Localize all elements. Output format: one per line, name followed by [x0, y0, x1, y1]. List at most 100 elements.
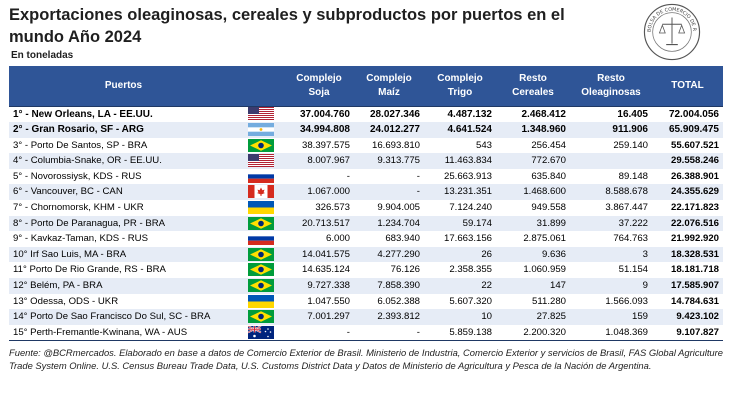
- trigo-cell: 2.358.355: [424, 262, 496, 279]
- maiz-cell: -: [354, 168, 424, 185]
- col-header-trigo: Complejo Trigo: [424, 66, 496, 106]
- resto-cereales-cell: 31.899: [496, 215, 570, 232]
- resto-oleaginosas-cell: 16.405: [570, 105, 652, 123]
- source-note: Fuente: @BCRmercados. Elaborado en base …: [9, 347, 723, 372]
- resto-oleaginosas-cell: 911.906: [570, 122, 652, 138]
- port-name-cell: 15° Perth-Fremantle-Kwinana, WA - AUS: [9, 324, 238, 342]
- total-cell: 18.328.531: [652, 246, 723, 263]
- russia-flag-icon: [238, 168, 284, 185]
- col-header-flag: [238, 66, 284, 106]
- trigo-cell: 13.231.351: [424, 184, 496, 201]
- resto-cereales-cell: 1.348.960: [496, 122, 570, 138]
- port-name-cell: 1° - New Orleans, LA - EE.UU.: [9, 105, 238, 123]
- russia-flag-icon: [238, 231, 284, 247]
- trigo-cell: 7.124.240: [424, 200, 496, 216]
- maiz-cell: 2.393.812: [354, 309, 424, 325]
- trigo-cell: 59.174: [424, 215, 496, 232]
- port-name-cell: 4° - Columbia-Snake, OR - EE.UU.: [9, 153, 238, 169]
- trigo-cell: 11.463.834: [424, 153, 496, 169]
- resto-oleaginosas-cell: 9: [570, 278, 652, 294]
- brazil-flag-icon: [238, 278, 284, 294]
- resto-oleaginosas-cell: 159: [570, 309, 652, 325]
- maiz-cell: 28.027.346: [354, 105, 424, 123]
- resto-cereales-cell: 772.670: [496, 153, 570, 169]
- trigo-cell: 5.607.320: [424, 293, 496, 310]
- resto-cereales-cell: 256.454: [496, 137, 570, 154]
- port-name-cell: 8° - Porto De Paranagua, PR - BRA: [9, 215, 238, 232]
- resto-oleaginosas-cell: 3.867.447: [570, 200, 652, 216]
- brazil-flag-icon: [238, 215, 284, 232]
- total-cell: 55.607.521: [652, 137, 723, 154]
- resto-oleaginosas-cell: 51.154: [570, 262, 652, 279]
- total-cell: 22.171.823: [652, 200, 723, 216]
- total-cell: 22.076.516: [652, 215, 723, 232]
- ukraine-flag-icon: [238, 200, 284, 216]
- soja-cell: 14.635.124: [284, 262, 354, 279]
- ukraine-flag-icon: [238, 293, 284, 310]
- total-cell: 29.558.246: [652, 153, 723, 169]
- trigo-cell: 10: [424, 309, 496, 325]
- australia-flag-icon: [238, 324, 284, 342]
- soja-cell: 34.994.808: [284, 122, 354, 138]
- table-row: 8° - Porto De Paranagua, PR - BRA 20.713.…: [9, 215, 723, 232]
- total-cell: 26.388.901: [652, 168, 723, 185]
- trigo-cell: 543: [424, 137, 496, 154]
- port-name-cell: 13° Odessa, ODS - UKR: [9, 293, 238, 310]
- argentina-flag-icon: [238, 122, 284, 138]
- col-header-total: TOTAL: [652, 66, 723, 106]
- canada-flag-icon: [238, 184, 284, 201]
- resto-oleaginosas-cell: 8.588.678: [570, 184, 652, 201]
- resto-cereales-cell: 27.825: [496, 309, 570, 325]
- resto-cereales-cell: 1.060.959: [496, 262, 570, 279]
- col-header-maiz: Complejo Maíz: [354, 66, 424, 106]
- usa-flag-icon: [238, 105, 284, 123]
- total-cell: 24.355.629: [652, 184, 723, 201]
- soja-cell: 14.041.575: [284, 246, 354, 263]
- total-cell: 14.784.631: [652, 293, 723, 310]
- resto-cereales-cell: 1.468.600: [496, 184, 570, 201]
- maiz-cell: 6.052.388: [354, 293, 424, 310]
- soja-cell: 6.000: [284, 231, 354, 247]
- resto-oleaginosas-cell: 1.048.369: [570, 324, 652, 342]
- maiz-cell: -: [354, 184, 424, 201]
- soja-cell: 8.007.967: [284, 153, 354, 169]
- soja-cell: -: [284, 324, 354, 342]
- col-header-soja: Complejo Soja: [284, 66, 354, 106]
- maiz-cell: 9.313.775: [354, 153, 424, 169]
- resto-cereales-cell: 2.875.061: [496, 231, 570, 247]
- table-row: 1° - New Orleans, LA - EE.UU. 37.004.760 2…: [9, 105, 723, 123]
- trigo-cell: 26: [424, 246, 496, 263]
- resto-cereales-cell: 2.200.320: [496, 324, 570, 342]
- resto-cereales-cell: 635.840: [496, 168, 570, 185]
- resto-oleaginosas-cell: [570, 153, 652, 169]
- table-row: 4° - Columbia-Snake, OR - EE.UU. 8.007.96…: [9, 153, 723, 169]
- brazil-flag-icon: [238, 309, 284, 325]
- soja-cell: 9.727.338: [284, 278, 354, 294]
- port-name-cell: 6° - Vancouver, BC - CAN: [9, 184, 238, 201]
- table-row: 7° - Chornomorsk, KHM - UKR 326.573 9.904.…: [9, 200, 723, 216]
- total-cell: 9.107.827: [652, 324, 723, 342]
- table-row: 14° Porto De Sao Francisco Do Sul, SC - …: [9, 309, 723, 325]
- bcr-seal-logo: BOLSA DE COMERCIO DE ROSARIO: [643, 3, 701, 61]
- maiz-cell: 16.693.810: [354, 137, 424, 154]
- table-row: 6° - Vancouver, BC - CAN 1.067.000-13.231…: [9, 184, 723, 201]
- soja-cell: 1.067.000: [284, 184, 354, 201]
- resto-cereales-cell: 511.280: [496, 293, 570, 310]
- col-header-resto-oleaginosas: Resto Oleaginosas: [570, 66, 652, 106]
- soja-cell: 20.713.517: [284, 215, 354, 232]
- maiz-cell: 9.904.005: [354, 200, 424, 216]
- total-cell: 65.909.475: [652, 122, 723, 138]
- soja-cell: 37.004.760: [284, 105, 354, 123]
- table-row: 11° Porto De Rio Grande, RS - BRA 14.635.…: [9, 262, 723, 279]
- usa-flag-icon: [238, 153, 284, 169]
- resto-cereales-cell: 949.558: [496, 200, 570, 216]
- trigo-cell: 17.663.156: [424, 231, 496, 247]
- total-cell: 21.992.920: [652, 231, 723, 247]
- resto-oleaginosas-cell: 37.222: [570, 215, 652, 232]
- brazil-flag-icon: [238, 137, 284, 154]
- soja-cell: 1.047.550: [284, 293, 354, 310]
- brazil-flag-icon: [238, 246, 284, 263]
- col-header-puertos: Puertos: [9, 66, 238, 106]
- maiz-cell: 76.126: [354, 262, 424, 279]
- resto-oleaginosas-cell: 259.140: [570, 137, 652, 154]
